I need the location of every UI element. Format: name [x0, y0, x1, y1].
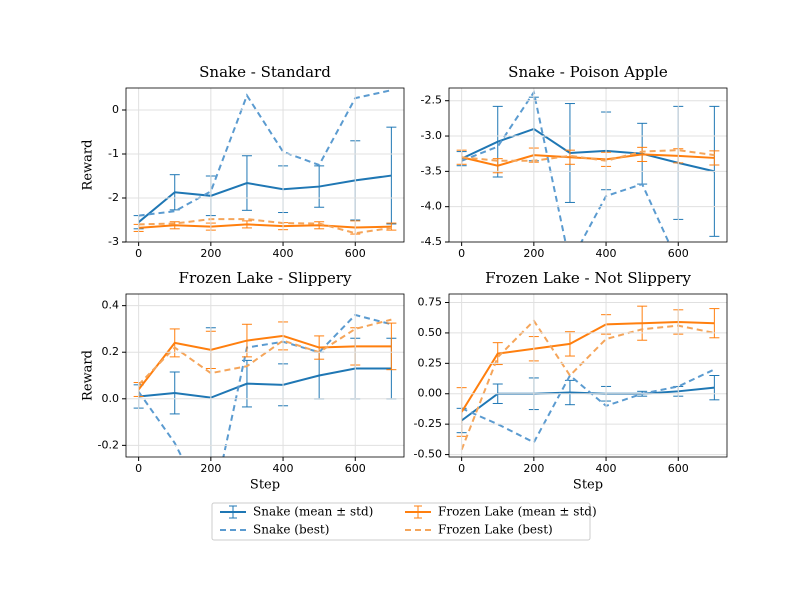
y-tick-label: 0: [112, 103, 119, 116]
y-tick-label: -0.2: [98, 438, 119, 451]
x-tick-label: 200: [523, 462, 544, 475]
y-tick-label: -0.50: [414, 448, 442, 461]
mean-line: [461, 127, 715, 173]
y-tick-label: 0.0: [102, 392, 120, 405]
subplot-title: Frozen Lake - Slippery: [179, 269, 352, 287]
error-bar: [169, 371, 180, 415]
error-bar: [492, 158, 503, 174]
x-tick-label: 0: [458, 462, 465, 475]
x-tick-label: 400: [273, 462, 294, 475]
legend-label: Frozen Lake (mean ± std): [438, 505, 597, 519]
y-tick-label: 0.50: [418, 326, 443, 339]
y-tick-label: 0.75: [418, 296, 443, 309]
x-tick-label: 400: [596, 462, 617, 475]
y-tick-label: -0.25: [414, 417, 442, 430]
y-tick-label: -2.5: [421, 94, 442, 107]
best-line: [461, 149, 715, 162]
y-tick-label: 0.00: [418, 387, 443, 400]
x-tick-label: 600: [668, 462, 689, 475]
error-bar: [241, 155, 252, 211]
y-tick-label: 0.25: [418, 356, 443, 369]
plot-area: [456, 305, 720, 451]
error-bar: [637, 146, 648, 162]
error-bar: [169, 174, 180, 211]
error-bar: [241, 220, 252, 229]
x-tick-label: 400: [273, 247, 294, 260]
subplot-title: Snake - Poison Apple: [508, 63, 668, 81]
mean-line: [460, 320, 715, 413]
x-axis-label: Step: [250, 478, 280, 493]
axes-frame: [448, 87, 728, 243]
x-tick-label: 200: [200, 462, 221, 475]
legend-label: Frozen Lake (best): [438, 523, 553, 537]
mean-line: [461, 386, 715, 422]
plot-area: [456, 89, 720, 242]
best-line: [138, 218, 392, 235]
best-line: [137, 313, 392, 457]
y-axis-label: Reward: [81, 350, 96, 401]
axes-frame: [125, 87, 405, 243]
x-tick-label: 600: [668, 247, 689, 260]
error-bar: [564, 149, 575, 165]
legend-label: Snake (mean ± std): [253, 505, 373, 519]
best-line: [137, 318, 392, 386]
y-tick-label: -1: [108, 147, 119, 160]
x-axis-label: Step: [573, 478, 603, 493]
plot-area: [133, 89, 397, 235]
y-axis-label: Reward: [81, 140, 96, 191]
x-tick-label: 0: [135, 247, 142, 260]
best-line: [460, 319, 715, 451]
x-tick-label: 200: [200, 247, 221, 260]
y-tick-label: -3.0: [421, 129, 442, 142]
mean-line: [137, 174, 392, 223]
x-tick-label: 0: [135, 462, 142, 475]
error-bar: [709, 375, 720, 401]
error-bar: [241, 323, 252, 358]
best-line: [461, 368, 715, 444]
y-tick-label: -4.5: [421, 235, 442, 248]
error-bar: [709, 150, 720, 166]
error-bar: [169, 221, 180, 230]
x-tick-label: 0: [458, 247, 465, 260]
best-line: [461, 89, 670, 242]
mean-line: [138, 367, 392, 399]
mean-line: [461, 153, 715, 167]
legend-label: Snake (best): [253, 523, 329, 537]
subplot-title: Frozen Lake - Not Slippery: [485, 269, 691, 287]
error-bar: [314, 335, 325, 360]
mean-line: [138, 223, 392, 229]
x-tick-label: 600: [345, 462, 366, 475]
y-tick-label: -2: [108, 191, 119, 204]
x-tick-label: 600: [345, 247, 366, 260]
x-tick-label: 200: [523, 247, 544, 260]
legend-box: [211, 502, 591, 541]
y-tick-label: -4.0: [421, 200, 442, 213]
x-tick-label: 400: [596, 247, 617, 260]
best-line: [138, 89, 392, 217]
y-tick-label: -3.5: [421, 164, 442, 177]
axes-frame: [125, 293, 405, 458]
error-bar: [564, 331, 575, 357]
y-tick-label: 0.2: [102, 345, 120, 358]
error-bar: [637, 305, 648, 341]
subplot-title: Snake - Standard: [199, 63, 331, 81]
error-bar: [386, 322, 397, 371]
y-tick-label: -3: [108, 235, 119, 248]
mean-line: [137, 334, 392, 391]
error-bar: [386, 222, 397, 231]
y-tick-label: 0.4: [102, 299, 120, 312]
axes-frame: [448, 293, 728, 458]
